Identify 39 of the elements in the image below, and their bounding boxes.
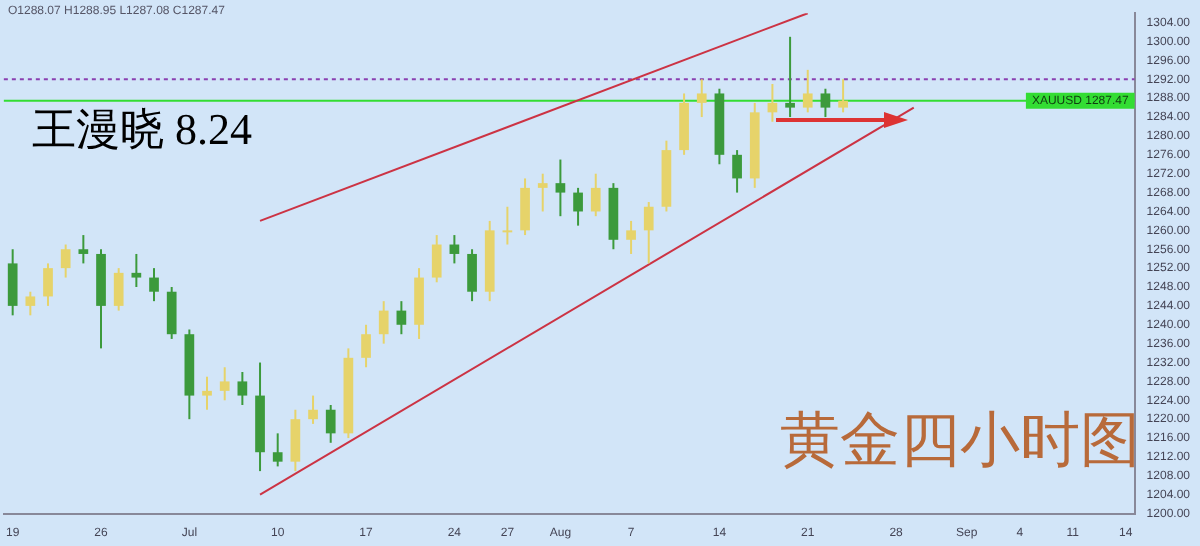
candlestick xyxy=(149,267,159,303)
candlestick xyxy=(802,68,813,114)
candlestick xyxy=(467,248,477,303)
candlestick xyxy=(131,252,142,288)
candlestick xyxy=(219,366,230,402)
candlestick xyxy=(820,87,831,119)
candlestick xyxy=(643,201,654,265)
candlestick xyxy=(679,92,689,156)
candlestick xyxy=(520,177,530,237)
candlestick xyxy=(7,248,18,317)
candlestick xyxy=(43,262,53,307)
candlestick xyxy=(272,432,283,468)
candlestick xyxy=(696,78,707,119)
candlestick xyxy=(838,78,848,114)
candlestick xyxy=(166,286,177,340)
candlestick xyxy=(308,394,318,425)
candlestick xyxy=(378,300,389,345)
candlestick xyxy=(537,172,548,213)
text: 黄金四小时图 xyxy=(780,404,1140,480)
candlestick xyxy=(626,219,636,255)
candlestick xyxy=(290,408,301,473)
candlestick xyxy=(555,158,566,218)
candlestick xyxy=(785,35,795,119)
candlestick xyxy=(78,234,89,265)
candlestick xyxy=(431,234,442,284)
candlestick xyxy=(202,375,212,411)
candlestick xyxy=(590,172,601,218)
candlestick xyxy=(396,300,407,336)
candlestick xyxy=(25,290,36,317)
candlestick xyxy=(573,186,583,227)
candlestick xyxy=(325,404,336,444)
candlestick xyxy=(732,149,742,194)
candlestick xyxy=(113,267,124,312)
candlestick xyxy=(414,267,424,340)
candlestick xyxy=(237,370,248,407)
candlestick xyxy=(60,243,71,279)
candlestick xyxy=(502,205,513,246)
text: 王漫晓 8.24 xyxy=(32,102,252,158)
candlestick xyxy=(361,323,371,369)
